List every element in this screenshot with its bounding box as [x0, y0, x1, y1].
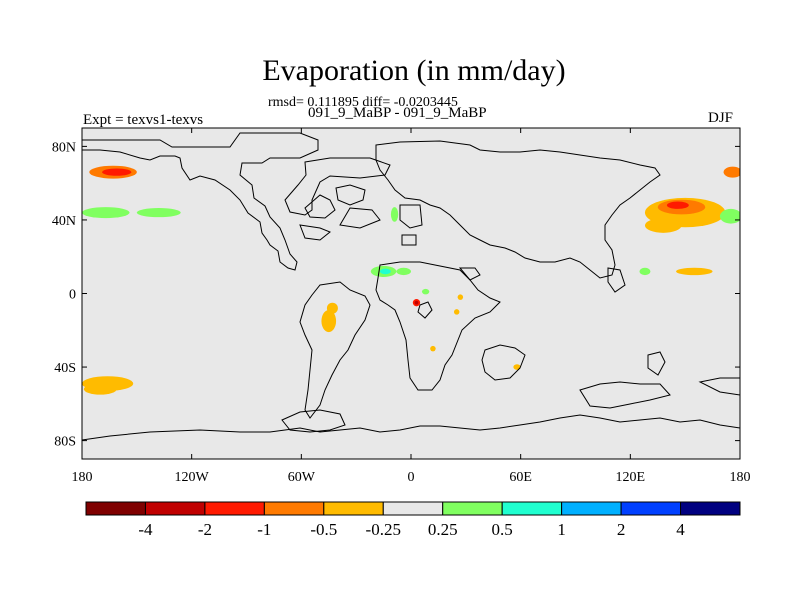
x-tick-label: 60W	[288, 470, 316, 485]
y-tick-label: 40S	[54, 361, 76, 376]
x-tick-label: 0	[408, 470, 415, 485]
plot-background	[82, 128, 740, 459]
colorbar-label: -0.5	[310, 520, 337, 539]
colorbar-box	[620, 501, 682, 516]
anomaly-region	[676, 267, 713, 276]
colorbar-box	[561, 501, 622, 516]
coastline	[458, 267, 481, 281]
stats-text: rmsd= 0.111895 diff= -0.0203445	[268, 95, 458, 110]
colorbar-box	[323, 501, 384, 516]
coastline	[375, 261, 501, 391]
experiment-label: Expt = texvs1-texvs	[83, 112, 204, 128]
coastline	[304, 194, 336, 219]
colorbar-box	[263, 501, 325, 516]
y-tick-label: 40N	[52, 214, 76, 229]
anomaly-region	[430, 345, 436, 352]
coastline	[417, 301, 433, 319]
coastline	[647, 351, 666, 376]
coastline	[299, 224, 331, 241]
colorbar-label: -0.25	[366, 520, 401, 539]
anomaly-region	[457, 294, 464, 300]
coastline	[481, 344, 526, 381]
colorbar-box	[85, 501, 146, 516]
anomaly-region	[666, 201, 689, 209]
x-tick-label: 120W	[175, 470, 210, 485]
coastline	[399, 204, 423, 229]
y-tick-label: 0	[69, 288, 76, 303]
run-label: 091_9_MaBP - 091_9_MaBP	[308, 105, 487, 121]
season-label: DJF	[708, 110, 734, 126]
colorbar-label: -4	[138, 520, 153, 539]
anomaly-region	[83, 383, 117, 395]
chart-title: Evaporation (in mm/day)	[262, 54, 566, 87]
coastline	[607, 267, 626, 293]
colorbar-box	[144, 501, 206, 516]
anomaly-region	[396, 267, 412, 276]
coastline	[299, 281, 371, 419]
colorbar-box	[442, 501, 503, 516]
x-tick-label: 180	[72, 470, 93, 485]
anomaly-region	[513, 364, 521, 370]
anomaly-region	[719, 208, 740, 224]
anomaly-region	[102, 168, 132, 176]
anomaly-region	[379, 268, 391, 275]
anomaly-region	[321, 310, 337, 333]
colorbar-label: 0.25	[428, 520, 458, 539]
coastline	[284, 157, 391, 216]
colorbar-label: 4	[676, 520, 685, 539]
anomaly-region	[644, 218, 682, 233]
y-tick-label: 80N	[52, 140, 76, 155]
coastline	[579, 381, 671, 409]
y-tick-label: 80S	[54, 435, 76, 450]
colorbar-box	[501, 501, 563, 516]
x-tick-label: 60E	[509, 470, 532, 485]
colorbar-box	[382, 501, 444, 516]
coastline	[82, 132, 319, 271]
x-tick-label: 120E	[616, 470, 646, 485]
coastline	[339, 207, 381, 229]
coastline	[375, 140, 661, 279]
anomaly-region	[136, 207, 181, 218]
coastline	[698, 377, 740, 396]
colorbar-label: -2	[198, 520, 212, 539]
coastline	[281, 409, 346, 433]
colorbar-box	[680, 501, 741, 516]
anomaly-region	[390, 207, 399, 222]
x-tick-label: 180	[730, 470, 751, 485]
colorbar-label: 2	[617, 520, 626, 539]
colorbar-box	[204, 501, 265, 516]
anomaly-region	[326, 302, 338, 314]
colorbar-label: 0.5	[492, 520, 513, 539]
anomaly-region	[639, 267, 651, 276]
coastline	[82, 414, 740, 459]
colorbar-label: -1	[257, 520, 271, 539]
anomaly-region	[421, 288, 430, 295]
coastline	[335, 184, 366, 206]
anomaly-region	[723, 166, 740, 178]
colorbar-label: 1	[557, 520, 566, 539]
anomaly-region	[82, 207, 130, 219]
anomaly-region	[453, 309, 460, 315]
coastline	[401, 234, 417, 246]
anomaly-region	[414, 300, 419, 305]
